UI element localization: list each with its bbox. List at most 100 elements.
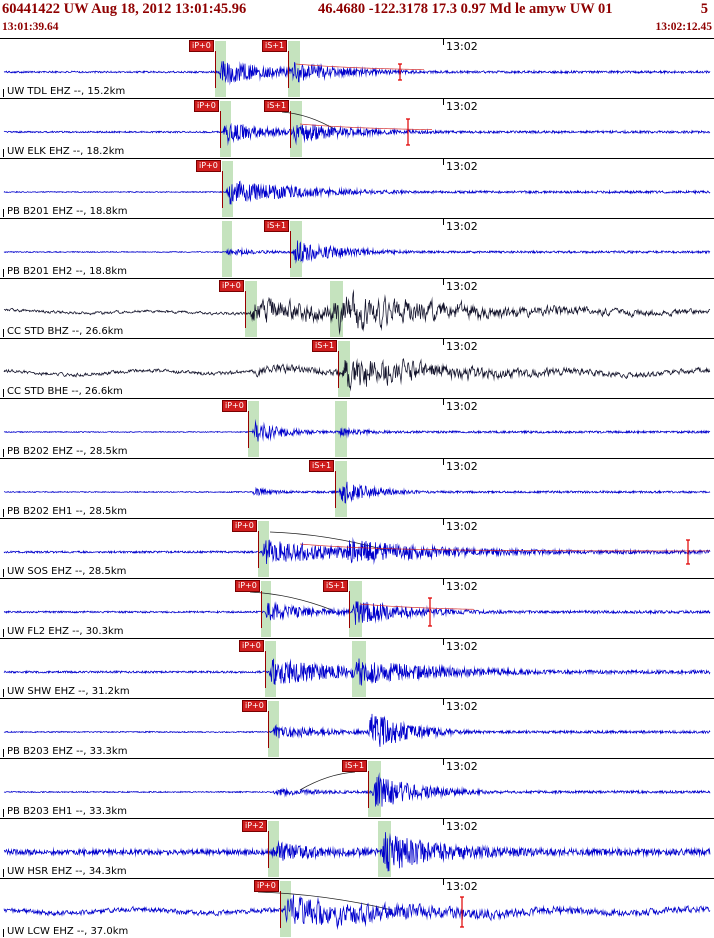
station-label: CC STD BHZ --, 26.6km <box>3 326 123 337</box>
pick-flag[interactable]: iS+1 <box>312 340 338 352</box>
trace-start-tick-icon <box>3 329 4 337</box>
pick-flag[interactable]: iP+0 <box>196 160 221 172</box>
station-label-text: PB B202 EHZ --, 28.5km <box>7 446 128 457</box>
event-coordinates: 46.4680 -122.3178 17.3 0.97 Md le amyw U… <box>318 1 613 17</box>
trace-row: 13:02 UW SHW EHZ --, 31.2km iP+0 <box>0 638 714 698</box>
station-label-text: PB B201 EHZ --, 18.8km <box>7 206 128 217</box>
pick-time-line <box>280 891 281 928</box>
minute-mark-label: 13:02 <box>446 760 478 773</box>
trace-start-tick-icon <box>3 89 4 97</box>
pick-time-line <box>248 411 249 448</box>
station-label-text: UW TDL EHZ --, 15.2km <box>7 86 126 97</box>
station-label-text: UW HSR EHZ --, 34.3km <box>7 866 127 877</box>
waveform-canvas[interactable] <box>0 639 714 698</box>
trace-start-tick-icon <box>3 509 4 517</box>
minute-mark-label: 13:02 <box>446 220 478 233</box>
pick-flag[interactable]: iS+1 <box>262 40 288 52</box>
trace-row: 13:02 CC STD BHE --, 26.6km iS+1 <box>0 338 714 398</box>
waveform-canvas[interactable] <box>0 339 714 398</box>
waveform-canvas[interactable] <box>0 579 714 638</box>
trace-row: 13:02 CC STD BHZ --, 26.6km iP+0 <box>0 278 714 338</box>
pick-flag[interactable]: iP+0 <box>232 520 257 532</box>
window-start-time: 13:01:39.64 <box>2 21 59 33</box>
waveform-canvas[interactable] <box>0 519 714 578</box>
station-label-text: UW SHW EHZ --, 31.2km <box>7 686 130 697</box>
pick-time-line <box>261 591 262 628</box>
station-label: PB B203 EHZ --, 33.3km <box>3 746 127 757</box>
pick-time-line <box>290 111 291 148</box>
trace-list: 13:02 UW TDL EHZ --, 15.2km iP+0 iS+1 13:… <box>0 38 714 938</box>
pick-flag[interactable]: iP+0 <box>189 40 214 52</box>
station-label-text: UW LCW EHZ --, 37.0km <box>7 926 129 937</box>
waveform-canvas[interactable] <box>0 399 714 458</box>
trace-row: 13:02 UW ELK EHZ --, 18.2km iP+0 iS+1 <box>0 98 714 158</box>
pick-flag[interactable]: iS+1 <box>309 460 335 472</box>
station-label: PB B203 EH1 --, 33.3km <box>3 806 127 817</box>
minute-mark-label: 13:02 <box>446 880 478 893</box>
waveform-canvas[interactable] <box>0 39 714 98</box>
trace-row: 13:02 UW TDL EHZ --, 15.2km iP+0 iS+1 <box>0 38 714 98</box>
waveform-canvas[interactable] <box>0 459 714 518</box>
station-label-text: UW SOS EHZ --, 28.5km <box>7 566 127 577</box>
minute-mark-label: 13:02 <box>446 520 478 533</box>
trace-start-tick-icon <box>3 809 4 817</box>
pick-time-line <box>268 831 269 868</box>
pick-flag[interactable]: iP+0 <box>194 100 219 112</box>
pick-time-line <box>368 771 369 808</box>
event-count: 5 <box>700 1 708 17</box>
minute-mark-label: 13:02 <box>446 340 478 353</box>
minute-mark-label: 13:02 <box>446 100 478 113</box>
pick-time-line <box>215 51 216 88</box>
pick-flag[interactable]: iP+0 <box>219 280 244 292</box>
pick-flag[interactable]: iS+1 <box>264 220 290 232</box>
waveform-canvas[interactable] <box>0 819 714 878</box>
trace-start-tick-icon <box>3 149 4 157</box>
station-label: UW ELK EHZ --, 18.2km <box>3 146 124 157</box>
waveform-canvas[interactable] <box>0 99 714 158</box>
pick-flag[interactable]: iP+0 <box>254 880 279 892</box>
station-label-text: UW FL2 EHZ --, 30.3km <box>7 626 124 637</box>
waveform-canvas[interactable] <box>0 159 714 218</box>
station-label: CC STD BHE --, 26.6km <box>3 386 123 397</box>
pick-time-line <box>268 711 269 748</box>
waveform-canvas[interactable] <box>0 219 714 278</box>
trace-row: 13:02 UW FL2 EHZ --, 30.3km iP+0 iS+1 <box>0 578 714 638</box>
trace-start-tick-icon <box>3 629 4 637</box>
minute-mark-label: 13:02 <box>446 820 478 833</box>
pick-time-line <box>245 291 246 328</box>
station-label: UW SOS EHZ --, 28.5km <box>3 566 126 577</box>
pick-flag[interactable]: iP+0 <box>222 400 247 412</box>
waveform-canvas[interactable] <box>0 879 714 938</box>
pick-flag[interactable]: iS+1 <box>342 760 368 772</box>
trace-row: 13:02 PB B201 EH2 --, 18.8km iS+1 <box>0 218 714 278</box>
pick-time-line <box>288 51 289 88</box>
trace-row: 13:02 PB B201 EHZ --, 18.8km iP+0 <box>0 158 714 218</box>
pick-time-line <box>265 651 266 688</box>
station-label-text: UW ELK EHZ --, 18.2km <box>7 146 125 157</box>
station-label: PB B202 EHZ --, 28.5km <box>3 446 127 457</box>
station-label: PB B201 EHZ --, 18.8km <box>3 206 127 217</box>
station-label: PB B202 EH1 --, 28.5km <box>3 506 127 517</box>
pick-flag[interactable]: iP+2 <box>242 820 267 832</box>
trace-row: 13:02 UW SOS EHZ --, 28.5km iP+0 <box>0 518 714 578</box>
station-label: UW HSR EHZ --, 34.3km <box>3 866 127 877</box>
pick-time-line <box>290 231 291 268</box>
waveform-canvas[interactable] <box>0 699 714 758</box>
trace-start-tick-icon <box>3 209 4 217</box>
minute-mark-label: 13:02 <box>446 160 478 173</box>
pick-flag[interactable]: iP+0 <box>235 580 260 592</box>
trace-row: 13:02 PB B203 EH1 --, 33.3km iS+1 <box>0 758 714 818</box>
trace-start-tick-icon <box>3 449 4 457</box>
trace-row: 13:02 PB B202 EHZ --, 28.5km iP+0 <box>0 398 714 458</box>
waveform-canvas[interactable] <box>0 279 714 338</box>
trace-row: 13:02 UW LCW EHZ --, 37.0km iP+0 <box>0 878 714 938</box>
minute-mark-label: 13:02 <box>446 640 478 653</box>
pick-flag[interactable]: iP+0 <box>239 640 264 652</box>
trace-start-tick-icon <box>3 569 4 577</box>
pick-flag[interactable]: iP+0 <box>242 700 267 712</box>
trace-row: 13:02 UW HSR EHZ --, 34.3km iP+2 <box>0 818 714 878</box>
pick-flag[interactable]: iS+1 <box>323 580 349 592</box>
pick-time-line <box>349 591 350 628</box>
pick-flag[interactable]: iS+1 <box>264 100 290 112</box>
